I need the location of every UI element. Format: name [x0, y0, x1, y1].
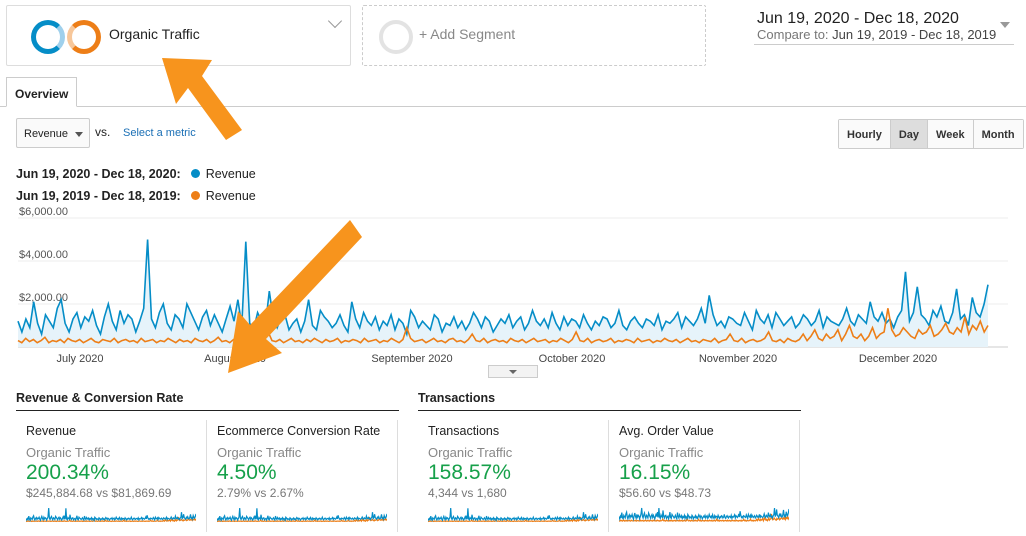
- select-metric-link[interactable]: Select a metric: [123, 127, 196, 139]
- card-segment: Organic Traffic: [217, 445, 302, 460]
- sparkline-series: [217, 516, 387, 523]
- granularity-month[interactable]: Month: [973, 120, 1023, 148]
- legend-previous-range: Jun 19, 2019 - Dec 18, 2019:: [16, 189, 181, 203]
- tab-divider: [0, 106, 1026, 107]
- series-previous-line: [17, 308, 989, 344]
- y-tick-label: $2,000.00: [19, 292, 68, 304]
- x-tick-label: October 2020: [539, 353, 606, 365]
- metric-select-value: Revenue: [24, 128, 69, 140]
- card-compare: 2.79% vs 2.67%: [217, 486, 304, 500]
- sparkline-series: [619, 507, 789, 522]
- series-current-line: [17, 239, 989, 338]
- card-percent: 4.50%: [217, 461, 277, 484]
- legend-current-range: Jun 19, 2020 - Dec 18, 2020:: [16, 167, 181, 181]
- vs-label: vs.: [95, 125, 111, 139]
- legend-previous-metric: Revenue: [205, 189, 256, 203]
- series-current-area: [18, 239, 988, 347]
- card-ecommerce-conversion-rate[interactable]: Ecommerce Conversion Rate Organic Traffi…: [207, 420, 398, 532]
- section-transactions: Transactions: [418, 391, 801, 411]
- card-transactions[interactable]: Transactions Organic Traffic 158.57% 4,3…: [418, 420, 609, 532]
- y-tick-label: $6,000.00: [19, 206, 68, 218]
- empty-segment-icon: [379, 20, 413, 54]
- sparkline-series: [26, 516, 196, 523]
- card-segment: Organic Traffic: [619, 445, 704, 460]
- section-revenue-conversion: Revenue & Conversion Rate: [16, 391, 399, 411]
- card-title: Avg. Order Value: [619, 424, 714, 438]
- legend-previous-dot-icon: [190, 191, 200, 200]
- date-range-dropdown-icon[interactable]: [1000, 22, 1010, 28]
- card-compare: 4,344 vs 1,680: [428, 486, 507, 500]
- date-range-underline: [754, 44, 1014, 45]
- legend-current-dot-icon: [190, 169, 200, 178]
- card-compare: $56.60 vs $48.73: [619, 486, 712, 500]
- card-segment: Organic Traffic: [428, 445, 513, 460]
- granularity-hourly[interactable]: Hourly: [839, 120, 891, 148]
- date-range-compare[interactable]: Compare to: Jun 19, 2019 - Dec 18, 2019: [757, 27, 996, 42]
- add-segment-button[interactable]: + Add Segment: [362, 5, 706, 66]
- granularity-week[interactable]: Week: [928, 120, 974, 148]
- sparkline: [619, 507, 789, 523]
- segment-label: Organic Traffic: [109, 26, 200, 42]
- annotation-arrow-down-left: [228, 220, 362, 373]
- annotation-arrow-up-left: [162, 58, 242, 140]
- sparkline-series: [217, 507, 387, 523]
- caret-down-icon: [509, 370, 517, 374]
- compare-prefix: Compare to:: [757, 27, 829, 42]
- granularity-day[interactable]: Day: [890, 120, 929, 148]
- sparkline: [26, 507, 196, 523]
- x-tick-label: July 2020: [56, 353, 103, 365]
- add-segment-label: + Add Segment: [419, 26, 516, 42]
- card-percent: 158.57%: [428, 461, 511, 484]
- card-title: Transactions: [428, 424, 500, 438]
- x-tick-label: December 2020: [859, 353, 937, 365]
- card-avg-order-value[interactable]: Avg. Order Value Organic Traffic 16.15% …: [609, 420, 800, 532]
- sparkline-series: [619, 513, 789, 523]
- card-percent: 16.15%: [619, 461, 691, 484]
- y-tick-label: $4,000.00: [19, 249, 68, 261]
- compare-range: Jun 19, 2019 - Dec 18, 2019: [832, 27, 997, 42]
- segment-organic-traffic[interactable]: Organic Traffic: [6, 5, 351, 66]
- x-tick-label: November 2020: [699, 353, 777, 365]
- segment-ring-current-icon: [31, 20, 65, 54]
- sparkline-series: [428, 516, 598, 523]
- card-title: Revenue: [26, 424, 77, 438]
- card-segment: Organic Traffic: [26, 445, 111, 460]
- sparkline-series: [428, 507, 598, 523]
- card-title: Ecommerce Conversion Rate: [217, 424, 381, 438]
- caret-down-icon: [75, 132, 83, 137]
- tab-overview[interactable]: Overview: [6, 77, 77, 107]
- card-percent: 200.34%: [26, 461, 109, 484]
- card-compare: $245,884.68 vs $81,869.69: [26, 486, 172, 500]
- legend-current-metric: Revenue: [205, 167, 256, 181]
- legend-previous: Jun 19, 2019 - Dec 18, 2019: Revenue: [16, 189, 256, 203]
- sparkline-series: [26, 507, 196, 523]
- card-revenue[interactable]: Revenue Organic Traffic 200.34% $245,884…: [16, 420, 207, 532]
- granularity-toggle: Hourly Day Week Month: [838, 119, 1024, 149]
- metric-select[interactable]: Revenue: [16, 118, 90, 148]
- sparkline: [428, 507, 598, 523]
- chevron-down-icon[interactable]: [327, 13, 343, 29]
- date-range-main[interactable]: Jun 19, 2020 - Dec 18, 2020: [757, 10, 959, 27]
- x-tick-label: September 2020: [371, 353, 452, 365]
- legend-current: Jun 19, 2020 - Dec 18, 2020: Revenue: [16, 167, 256, 181]
- sparkline: [217, 507, 387, 523]
- collapse-chart-handle[interactable]: [488, 365, 538, 378]
- segment-ring-previous-icon: [67, 20, 101, 54]
